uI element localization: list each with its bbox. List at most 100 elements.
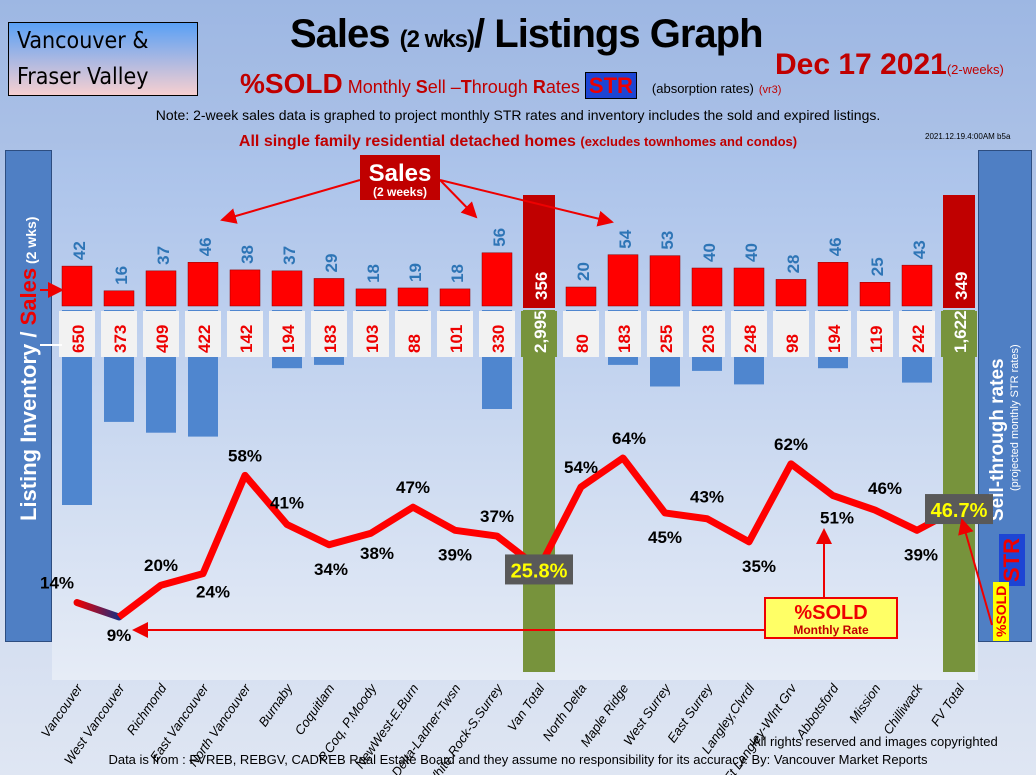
sales-bar <box>397 287 429 307</box>
sales-value-label: 356 <box>532 272 551 300</box>
total-sales-bar <box>943 195 975 308</box>
listing-value-label: 183 <box>615 325 634 353</box>
sales-value-label: 53 <box>658 231 677 250</box>
sales-value-label: 42 <box>70 241 89 260</box>
sales-bar <box>61 265 93 307</box>
pct-label: 46% <box>868 479 902 498</box>
listing-value-label: 101 <box>447 325 466 353</box>
sold-callout-sub: Monthly Rate <box>793 623 869 637</box>
sales-bar <box>775 279 807 307</box>
timestamp: 2021.12.19.4:00AM b5a <box>925 132 1011 141</box>
listing-label-box <box>353 311 389 357</box>
listing-label-box <box>101 311 137 357</box>
listing-value-label: 183 <box>321 325 340 353</box>
sub-word: R <box>532 77 546 97</box>
x-tick-label: Vancouver <box>38 681 86 741</box>
pct-label: 58% <box>228 446 262 465</box>
pct-label: 9% <box>107 626 132 645</box>
date-note: (2-weeks) <box>946 62 1004 77</box>
sub-word: T <box>460 77 472 97</box>
total-listings-bar <box>943 310 975 672</box>
left-axis-panel: Listing Inventory / Sales (2 wks) <box>5 150 52 642</box>
str-badge: STR <box>584 72 637 99</box>
x-tick-label: Coquitlam <box>292 681 338 738</box>
listing-label-box <box>647 311 683 357</box>
sales-bar <box>145 270 177 307</box>
listing-label-box <box>143 311 179 357</box>
sales-callout: Sales (2 weeks) <box>220 155 614 227</box>
sales-bar <box>901 264 933 307</box>
sales-bar <box>187 262 219 307</box>
sales-bar <box>607 254 639 307</box>
listing-value-label: 80 <box>573 334 592 353</box>
listing-value-label: 1,622 <box>951 310 970 353</box>
total-pct-label: 25.8% <box>511 560 568 582</box>
listing-label-box <box>521 311 557 357</box>
sub-word: hrough <box>471 77 533 97</box>
sales-bar <box>565 286 597 307</box>
x-tick-label: Mission <box>846 681 884 726</box>
listing-label-box <box>941 311 977 357</box>
listing-value-label: 422 <box>195 325 214 353</box>
pct-label: 39% <box>904 545 938 564</box>
listing-value-label: 248 <box>741 325 760 353</box>
pct-label: 62% <box>774 435 808 454</box>
region-line1: Vancouver & <box>17 28 149 54</box>
absorption-note: (absorption rates) <box>651 81 754 96</box>
listing-label-box <box>311 311 347 357</box>
str-line-segment <box>73 599 123 621</box>
listing-value-label: 194 <box>279 324 298 353</box>
pct-label: 20% <box>144 556 178 575</box>
page-title: Sales (2 wks)/ Listings Graph <box>290 12 764 57</box>
pct-label: 37% <box>480 507 514 526</box>
sales-value-label: 46 <box>826 237 845 256</box>
sales-value-label: 43 <box>910 240 929 259</box>
pct-label: 47% <box>396 478 430 497</box>
sales-value-label: 18 <box>364 264 383 283</box>
title-main: Sales <box>290 12 391 56</box>
sales-bar <box>649 255 681 307</box>
listing-value-label: 103 <box>363 325 382 353</box>
total-listings-bar <box>523 310 555 672</box>
sales-value-label: 37 <box>280 246 299 265</box>
x-tick-label: Abbotsford <box>793 680 842 742</box>
listing-label-box <box>227 311 263 357</box>
listing-label-box <box>479 311 515 357</box>
listing-label-box <box>59 311 95 357</box>
listing-value-label: 650 <box>69 325 88 353</box>
pct-label: 41% <box>270 494 304 513</box>
listing-label-box <box>269 311 305 357</box>
sold-callout-title: %SOLD <box>794 602 867 624</box>
date-text: Dec 17 2021 <box>775 48 947 81</box>
sales-value-label: 18 <box>448 264 467 283</box>
pct-label: 14% <box>40 574 74 593</box>
listing-label-box <box>395 311 431 357</box>
sales-value-label: 38 <box>238 245 257 264</box>
listing-label-box <box>773 311 809 357</box>
listing-label-box <box>437 311 473 357</box>
listing-value-label: 409 <box>153 325 172 353</box>
sales-value-label: 28 <box>784 254 803 273</box>
sales-value-label: 54 <box>616 229 635 248</box>
sub-word: S <box>415 77 428 97</box>
listing-label-box <box>689 311 725 357</box>
listing-label-box <box>605 311 641 357</box>
listing-value-label: 88 <box>405 334 424 353</box>
listing-value-label: 2,995 <box>531 310 550 353</box>
listing-value-label: 330 <box>489 325 508 353</box>
title-small: (2 wks) <box>399 26 475 53</box>
sales-bar <box>355 288 387 307</box>
sales-callout-title: Sales <box>369 160 432 187</box>
total-pct-label: 46.7% <box>931 500 988 522</box>
note: Note: 2-week sales data is graphed to pr… <box>155 107 881 123</box>
listing-value-label: 203 <box>699 325 718 353</box>
pct-label: 24% <box>196 583 230 602</box>
pct-label: 38% <box>360 544 394 563</box>
subtitle: %SOLD Monthly Sell –Through Rates STR (a… <box>240 68 781 100</box>
sub-word: Monthly <box>347 77 416 97</box>
property-type-main: All single family residential detached h… <box>238 133 576 150</box>
sold-label: %SOLD <box>240 68 343 99</box>
sub-word: ates <box>545 77 580 97</box>
sales-callout-sub: (2 weeks) <box>373 185 427 199</box>
pct-label: 34% <box>314 560 348 579</box>
